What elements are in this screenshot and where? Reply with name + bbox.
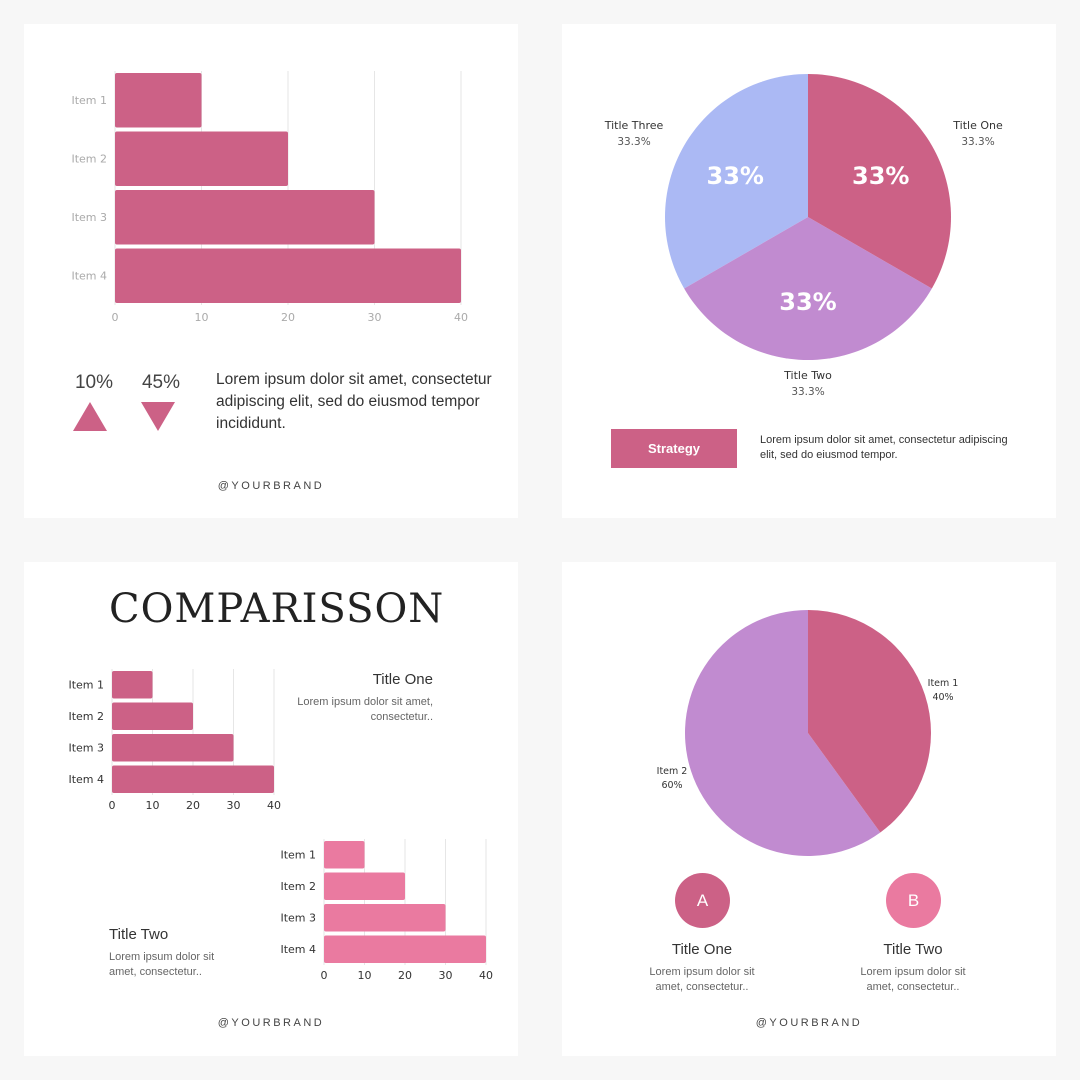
x-tick-label: 10 xyxy=(358,969,372,982)
strategy-button[interactable]: Strategy xyxy=(611,429,737,468)
category-label: Item 3 xyxy=(280,912,316,925)
x-tick-label: 20 xyxy=(186,799,200,812)
bar xyxy=(115,190,375,245)
bar-chart-panel: 0 10 20 30 40 Item 1 Item 2 Item 3 Item 4 10% 45… xyxy=(24,24,518,518)
block-one-text: Lorem ipsum dolor sit amet, consectetur.… xyxy=(297,696,433,723)
x-tick-label: 20 xyxy=(281,311,295,324)
x-tick-label: 40 xyxy=(454,311,468,324)
panel1-description: Lorem ipsum dolor sit amet, consectetur … xyxy=(216,371,492,432)
slice-label-item-1: Item 1 xyxy=(928,678,959,689)
category-label: Item 2 xyxy=(280,880,316,893)
slice-percent-label: 33% xyxy=(779,288,836,316)
circle-a-text: Lorem ipsum dolor sit amet, consectetur.… xyxy=(649,966,755,993)
x-tick-label: 30 xyxy=(368,311,382,324)
bar xyxy=(112,765,274,793)
circle-b-text: Lorem ipsum dolor sit amet, consectetur.… xyxy=(860,966,966,993)
slice-percent-label: 33% xyxy=(707,162,764,190)
comparison-panel: COMPARISSON 0 10 20 30 40 Item 1 Item 2 Item 3 I… xyxy=(24,562,518,1056)
pie-chart-panel-2: Item 1 40% Item 2 60% A Title One Lorem … xyxy=(562,562,1056,1056)
category-label: Item 2 xyxy=(68,710,104,723)
circle-a-title: Title One xyxy=(671,941,733,958)
category-label: Item 4 xyxy=(71,270,107,283)
bar xyxy=(324,872,405,900)
bar xyxy=(115,131,288,186)
brand-handle: @YOURBRAND xyxy=(217,480,325,492)
pie-slice xyxy=(808,610,931,833)
pie-slice xyxy=(684,217,932,360)
pie-slice xyxy=(808,74,951,289)
bar xyxy=(324,841,365,869)
circle-b-title: Title Two xyxy=(883,941,943,958)
category-label: Item 1 xyxy=(280,849,316,862)
x-tick-label: 0 xyxy=(109,799,116,812)
category-label: Item 4 xyxy=(68,773,104,786)
slice-percent-label: 33% xyxy=(852,162,909,190)
stat-down-value: 45% xyxy=(141,372,181,393)
category-label: Item 2 xyxy=(71,153,107,166)
x-tick-label: 10 xyxy=(195,311,209,324)
slice-label-title-one: Title One xyxy=(952,119,1003,132)
bar xyxy=(112,734,234,762)
category-label: Item 1 xyxy=(68,679,104,692)
slice-pct-item-1: 40% xyxy=(932,692,953,703)
pie-chart-panel: Title One 33.3% Title Two 33.3% Title Th… xyxy=(562,24,1056,518)
bar xyxy=(324,904,446,932)
bar xyxy=(115,73,202,128)
bar xyxy=(112,671,153,699)
bar-chart-1: 0 10 20 30 40 Item 1 Item 2 Item 3 Item 4 xyxy=(71,71,468,324)
pie-chart-1: Title One 33.3% Title Two 33.3% Title Th… xyxy=(604,74,1003,398)
brand-handle: @YOURBRAND xyxy=(755,1017,863,1029)
category-label: Item 1 xyxy=(71,94,107,107)
category-label: Item 3 xyxy=(68,742,104,755)
slice-label-item-2: Item 2 xyxy=(657,766,688,777)
pie-slice xyxy=(665,74,808,289)
arrow-up-icon xyxy=(73,402,107,431)
bar xyxy=(115,248,461,303)
slice-pct-title-two: 33.3% xyxy=(791,386,824,398)
x-tick-label: 0 xyxy=(321,969,328,982)
category-label: Item 3 xyxy=(71,211,107,224)
slice-label-title-three: Title Three xyxy=(604,119,664,132)
circle-b-badge: B xyxy=(886,873,941,928)
block-two-title: Title Two xyxy=(109,926,169,943)
bar-chart-3: 0 10 20 30 40 Item 1 Item 2 Item 3 Item 4 xyxy=(280,839,493,982)
x-tick-label: 40 xyxy=(479,969,493,982)
bar-chart-2: 0 10 20 30 40 Item 1 Item 2 Item 3 Item 4 xyxy=(68,669,281,812)
slice-pct-title-three: 33.3% xyxy=(617,136,650,148)
category-label: Item 4 xyxy=(280,943,316,956)
x-tick-label: 30 xyxy=(439,969,453,982)
stat-up-value: 10% xyxy=(74,372,114,393)
pie-slice xyxy=(684,610,881,856)
block-one-title: Title One xyxy=(372,671,433,688)
bar xyxy=(112,702,193,730)
x-tick-label: 20 xyxy=(398,969,412,982)
x-tick-label: 0 xyxy=(112,311,119,324)
slice-label-title-two: Title Two xyxy=(783,369,832,382)
brand-handle: @YOURBRAND xyxy=(217,1017,325,1029)
circle-a-badge: A xyxy=(675,873,730,928)
x-tick-label: 40 xyxy=(267,799,281,812)
panel2-description: Lorem ipsum dolor sit amet, consectetur … xyxy=(760,434,1008,461)
slice-pct-item-2: 60% xyxy=(661,780,682,791)
page-title: COMPARISSON xyxy=(109,586,445,632)
block-two-text: Lorem ipsum dolor sit amet, consectetur.… xyxy=(109,951,215,978)
bar xyxy=(324,935,486,963)
x-tick-label: 30 xyxy=(227,799,241,812)
slice-pct-title-one: 33.3% xyxy=(961,136,994,148)
pie-chart-2: Item 1 40% Item 2 60% xyxy=(657,610,959,856)
x-tick-label: 10 xyxy=(146,799,160,812)
arrow-down-icon xyxy=(141,402,175,431)
